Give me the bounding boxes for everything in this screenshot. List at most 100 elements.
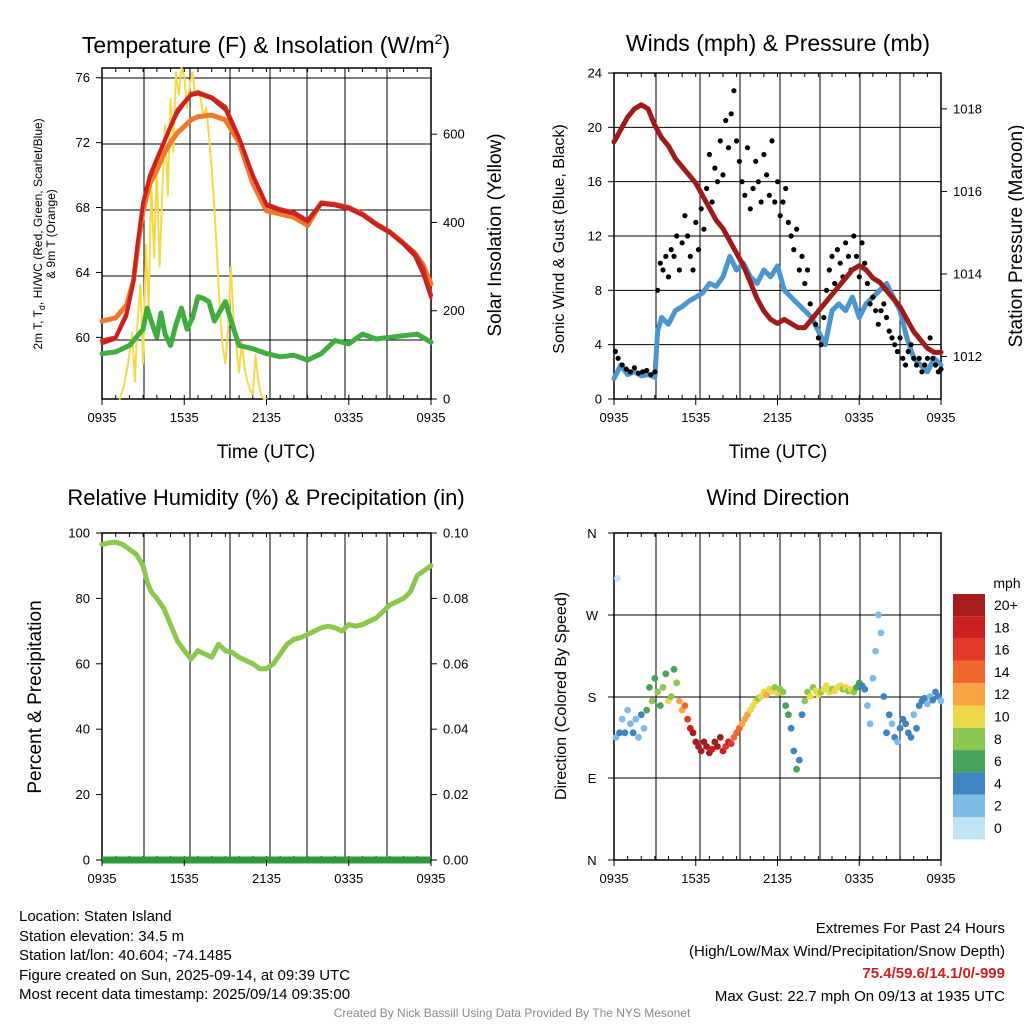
direction-point — [913, 724, 920, 732]
rh-y2-tick-label: 0.06 — [443, 656, 468, 671]
gust-point — [913, 362, 920, 368]
wind-y-tick-label: 12 — [588, 229, 602, 244]
gust-point — [818, 342, 824, 348]
gust-point — [875, 321, 881, 327]
direction-point — [921, 694, 929, 702]
gust-point — [734, 138, 740, 144]
gust-point — [785, 219, 792, 225]
direction-point — [790, 747, 798, 755]
gust-point — [897, 335, 903, 341]
gust-point — [791, 247, 797, 253]
gust-point — [870, 294, 876, 300]
rh-x-tick-label: 1535 — [170, 871, 199, 886]
direction-point — [676, 697, 683, 705]
legend-label: 12 — [994, 686, 1010, 702]
gust-point — [859, 240, 865, 246]
gust-point — [619, 362, 625, 368]
direction-point — [612, 734, 620, 741]
direction-point — [902, 720, 909, 728]
wind-y-tick-label: 16 — [588, 174, 602, 189]
rh-y2-tick-label: 0.02 — [443, 787, 468, 802]
gust-point — [919, 369, 925, 375]
legend-swatch — [953, 594, 985, 617]
dewpoint-line — [99, 294, 434, 363]
wind-x-tick-label: 0935 — [927, 410, 956, 425]
direction-point — [659, 684, 667, 691]
direction-point — [643, 706, 651, 714]
wind-y2-axis-label: Station Pressure (Maroon) — [1006, 125, 1024, 348]
direction-point — [681, 702, 689, 709]
direction-point — [684, 715, 691, 723]
wind-y2-tick-label: 1018 — [953, 101, 982, 116]
gust-point — [761, 151, 767, 158]
dir-x-tick-label: 2135 — [763, 871, 792, 886]
direction-point — [662, 670, 670, 678]
gust-point — [826, 267, 832, 273]
rh-y2-tick-label: 0.10 — [443, 526, 468, 541]
direction-point — [703, 743, 710, 750]
gust-point — [911, 355, 917, 361]
gust-point — [780, 199, 786, 205]
gust-point — [674, 233, 680, 239]
max-gust-text: Max Gust: 22.7 mph On 09/13 at 1935 UTC — [714, 987, 1005, 1005]
gust-point — [747, 206, 753, 212]
direction-point — [787, 724, 795, 732]
gust-point — [930, 355, 936, 361]
dir-y-tick-label: N — [587, 853, 596, 868]
gust-point — [938, 366, 944, 372]
direction-point — [689, 729, 697, 737]
gust-point — [612, 348, 619, 355]
gust-point — [704, 185, 710, 192]
gust-point — [783, 185, 789, 192]
direction-point — [637, 711, 645, 719]
gust-point — [682, 213, 688, 219]
rh-y-tick-label: 60 — [76, 656, 90, 671]
direction-point — [872, 647, 879, 655]
gust-point — [886, 328, 892, 334]
direction-point — [763, 691, 770, 699]
legend-label: 14 — [994, 664, 1010, 680]
temp-y-axis-label-line2: & 9m T (Orange) — [44, 189, 58, 279]
gust-point — [687, 253, 693, 259]
dir-y-tick-label: W — [586, 608, 599, 623]
gust-point — [720, 172, 726, 178]
direction-point — [877, 629, 885, 637]
gust-point — [701, 226, 707, 232]
rh-chart-title: Relative Humidity (%) & Precipitation (i… — [67, 485, 464, 510]
gust-point — [788, 233, 794, 239]
direction-point — [910, 711, 918, 719]
direction-point — [885, 711, 893, 719]
gust-point — [693, 219, 699, 225]
rh-y2-tick-label: 0.00 — [443, 853, 468, 868]
legend-label: 2 — [994, 798, 1002, 814]
gust-point — [878, 308, 884, 314]
temp-y-tick-label: 68 — [76, 200, 90, 215]
gust-point — [916, 355, 922, 361]
elevation-text: Station elevation: 34.5 m — [19, 927, 185, 945]
temperature-line — [100, 92, 433, 346]
gust-point — [728, 111, 734, 117]
gust-point — [856, 274, 862, 280]
temp-chart-title: Temperature (F) & Insolation (W/m2) — [82, 31, 450, 58]
direction-point — [869, 674, 877, 682]
direction-point — [874, 611, 882, 619]
gust-point — [739, 179, 745, 185]
temp-x-tick-label: 0935 — [417, 410, 446, 425]
gust-point — [864, 280, 871, 287]
dir-y-tick-label: S — [588, 690, 597, 705]
direction-point — [656, 702, 664, 709]
direction-point — [714, 743, 721, 750]
extremes-values: 75.4/59.6/14.1/0/-999 — [862, 965, 1005, 982]
direction-point — [646, 684, 653, 691]
gust-point — [725, 145, 732, 151]
gust-point — [631, 365, 638, 371]
gust-point — [668, 247, 674, 253]
direction-point — [716, 734, 724, 741]
gust-point — [698, 206, 704, 212]
gust-point — [769, 138, 775, 144]
gust-point — [731, 88, 737, 94]
wind-x-tick-label: 0335 — [845, 410, 874, 425]
gust-point — [908, 342, 914, 348]
gust-point — [758, 199, 764, 205]
